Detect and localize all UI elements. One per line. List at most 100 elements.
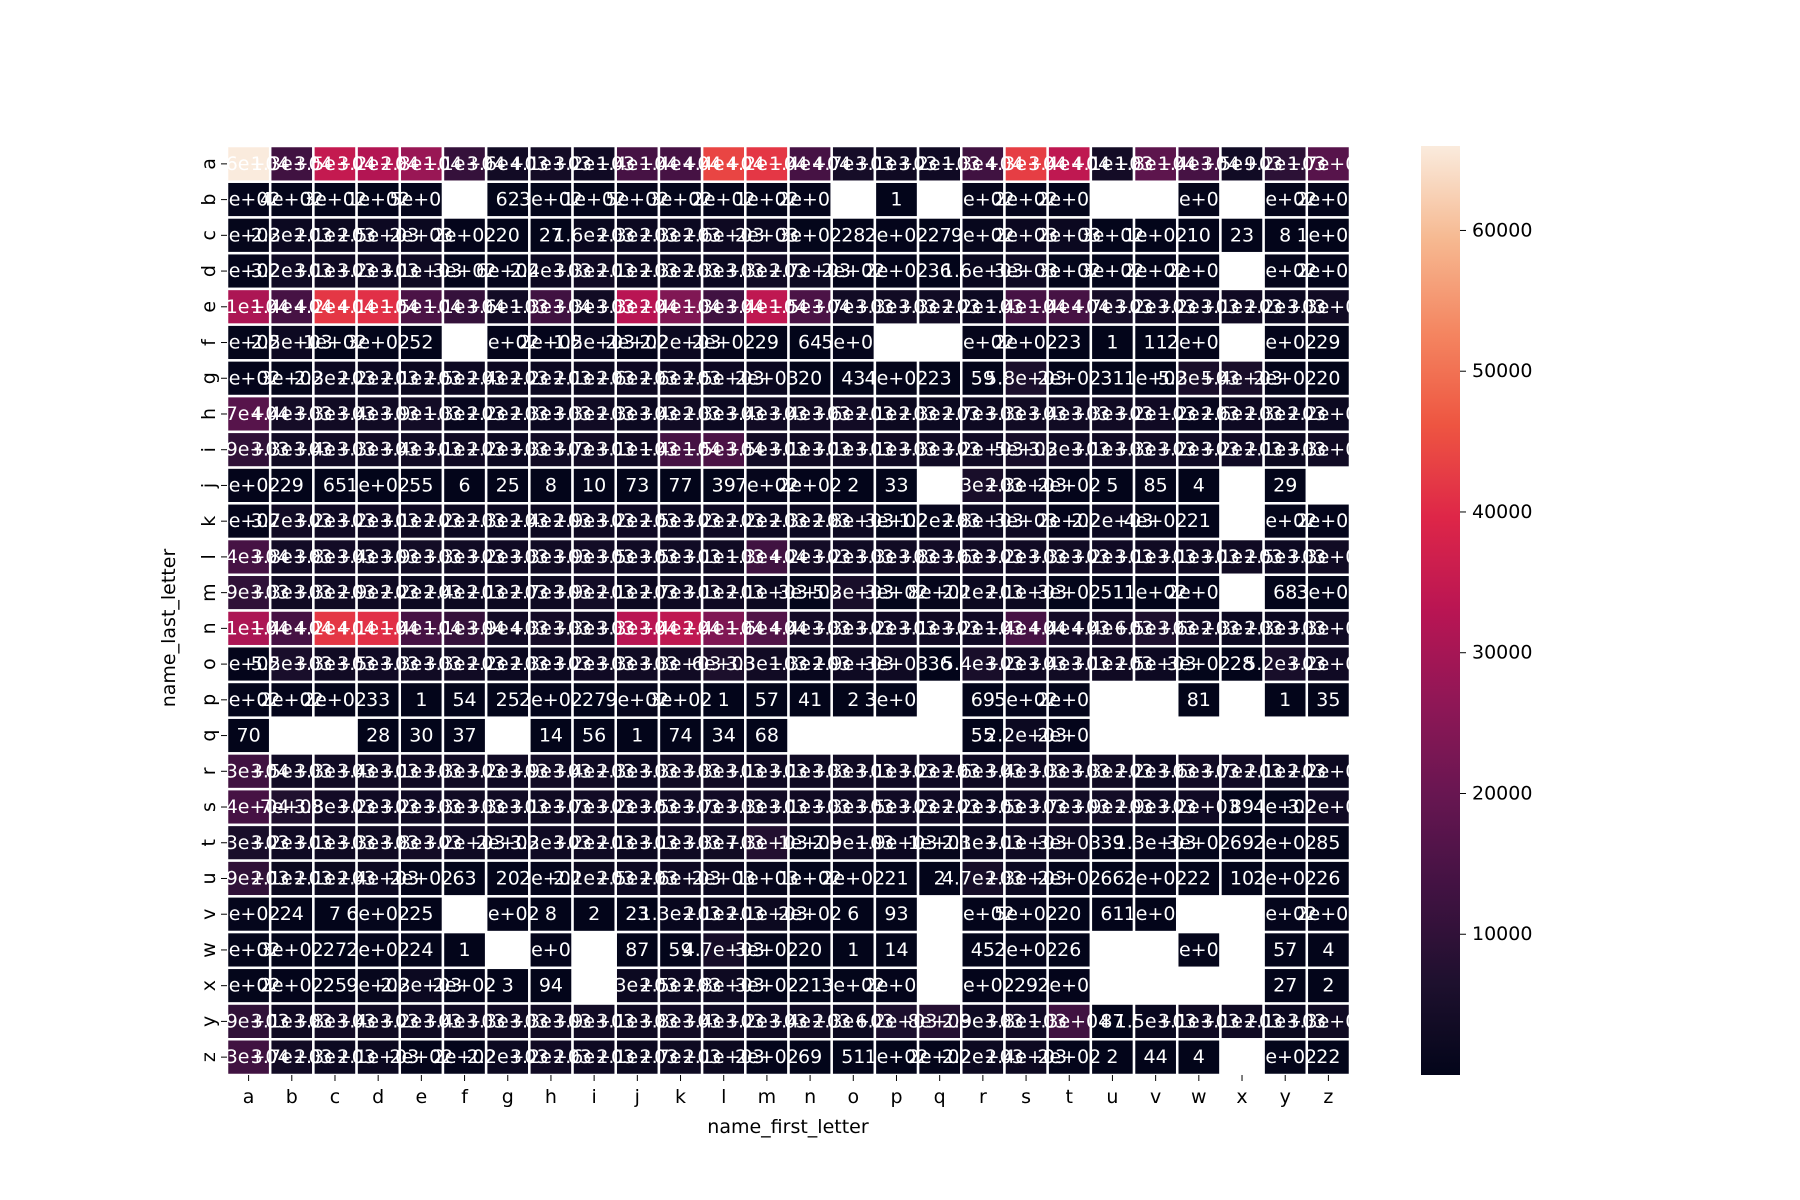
cell-annotation-q-d: 28	[366, 725, 390, 747]
y-tick-label-r: r	[198, 767, 220, 775]
heatmap-cell-h-k	[657, 394, 704, 434]
cell-annotation-t-z: 85	[1316, 832, 1340, 854]
cell-annotation-h-y: 2.3e+03	[1244, 403, 1326, 425]
cell-annotation-e-r: 2.2e+03	[942, 296, 1024, 318]
cell-annotation-l-h: 3.3e+03	[510, 546, 592, 568]
cell-annotation-x-t: 2e+02	[1037, 975, 1101, 997]
cell-annotation-c-r: 9e+02	[951, 224, 1015, 246]
heatmap-cell-e-g	[484, 287, 531, 326]
heatmap-cell-g-c	[312, 359, 358, 398]
heatmap-cell-e-f	[441, 287, 488, 326]
x-tick-label-o: o	[847, 1086, 859, 1108]
cell-annotation-d-l: 2.3e+03	[683, 260, 765, 282]
cell-annotation-k-t: 2e+02	[1037, 510, 1101, 532]
cell-annotation-r-t: 3.3e+03	[1028, 760, 1110, 782]
cell-annotation-l-r: 3.6e+03	[942, 546, 1024, 568]
x-tick-label-q: q	[934, 1086, 946, 1108]
cell-annotation-m-d: 2.9e+03	[337, 582, 419, 604]
x-tick-label-c: c	[330, 1086, 340, 1108]
cell-annotation-x-j: 2.3e+03	[596, 975, 678, 997]
heatmap-cell-u-n	[787, 859, 833, 898]
heatmap-cell-d-y	[1262, 251, 1309, 291]
heatmap-cell-w-f	[441, 930, 488, 970]
cell-annotation-m-f: 2.4e+03	[424, 582, 506, 604]
cell-annotation-n-g: 3.9e+03	[467, 617, 549, 639]
heatmap-cell-c-h	[528, 216, 574, 255]
cell-annotation-c-i: 1.6e+03	[553, 224, 635, 246]
cell-annotation-c-t: 2e+03	[1037, 224, 1101, 246]
cell-annotation-o-k: 3.3e+03	[640, 653, 722, 675]
cell-annotation-i-f: 3.1e+03	[424, 439, 506, 461]
cell-annotation-s-v: 2.9e+03	[1115, 796, 1197, 818]
cell-annotation-d-t: 3e+02	[1037, 260, 1101, 282]
heatmap-cell-m-q	[916, 573, 963, 612]
heatmap-cell-p-h	[528, 680, 574, 719]
cell-annotation-z-b: 3.7e+03	[251, 1046, 333, 1068]
heatmap-cell-p-t	[1046, 680, 1093, 719]
cell-annotation-c-j: 2.3e+03	[596, 224, 678, 246]
heatmap-cell-h-z	[1305, 394, 1352, 434]
cell-annotation-z-v: 44	[1144, 1046, 1168, 1068]
heatmap-cell-r-b	[268, 752, 315, 791]
heatmap-cell-d-i	[571, 251, 617, 291]
cell-annotation-i-c: 3.4e+03	[294, 439, 376, 461]
cell-annotation-i-r: 3.2e+03	[942, 439, 1024, 461]
heatmap-cell-v-h	[528, 895, 574, 934]
heatmap-cell-h-y	[1262, 394, 1309, 434]
cell-annotation-e-h: 1.3e+04	[510, 296, 592, 318]
heatmap-cell-s-s	[1003, 787, 1049, 827]
cell-annotation-l-c: 3.8e+03	[294, 546, 376, 568]
cell-annotation-x-l: 2.8e+03	[683, 975, 765, 997]
cell-annotation-c-f: 2e+02	[433, 224, 497, 246]
cell-annotation-l-t: 3.3e+03	[1028, 546, 1110, 568]
heatmap-cell-f-i	[571, 323, 617, 362]
cell-annotation-r-e: 3.1e+03	[380, 760, 462, 782]
cell-annotation-x-y: 27	[1273, 975, 1297, 997]
cell-annotation-f-k: 2.2e+03	[640, 332, 722, 354]
cell-annotation-o-w: 3e+02	[1167, 653, 1231, 675]
heatmap-cell-p-g	[484, 680, 531, 719]
x-tick-label-i: i	[591, 1086, 596, 1108]
heatmap-cell-x-b	[268, 966, 315, 1005]
heatmap-cell-x-d	[355, 966, 402, 1005]
heatmap-cell-r-s	[1003, 752, 1049, 791]
cell-annotation-s-n: 3.1e+03	[769, 796, 851, 818]
cell-annotation-l-z: 3.3e+03	[1287, 546, 1369, 568]
heatmap-cell-y-x	[1219, 1002, 1265, 1041]
x-tick-label-z: z	[1323, 1086, 1333, 1108]
cell-annotation-h-p: 2.1e+03	[855, 403, 937, 425]
y-tick-label-p: p	[198, 694, 220, 706]
heatmap-cell-r-f	[441, 752, 488, 791]
cell-annotation-t-o: 2.9e+03	[812, 832, 894, 854]
heatmap-cell-i-j	[614, 430, 661, 469]
heatmap-cell-q-m	[744, 716, 790, 755]
cell-annotation-n-n: 4.4e+03	[769, 617, 851, 639]
heatmap-cell-s-d	[355, 787, 402, 827]
cell-annotation-h-s: 3.3e+03	[985, 403, 1067, 425]
cell-annotation-l-q: 3.8e+03	[899, 546, 981, 568]
cell-annotation-z-l: 2.1e+03	[683, 1046, 765, 1068]
heatmap-cell-o-m	[744, 644, 790, 684]
x-tick-label-g: g	[502, 1086, 514, 1108]
cell-annotation-f-d: 3e+02	[346, 332, 410, 354]
heatmap-cell-k-w	[1175, 502, 1222, 541]
heatmap-cell-z-f	[441, 1038, 488, 1077]
cell-annotation-v-p: 93	[884, 903, 908, 925]
y-tick-label-i: i	[198, 447, 220, 452]
cell-annotation-b-j: 5e+02	[605, 189, 669, 211]
heatmap-cell-l-d	[355, 537, 402, 577]
colorbar-tick-label-20000: 20000	[1472, 782, 1532, 804]
cell-annotation-u-a: 9.9e+03	[208, 867, 290, 889]
cell-annotation-m-a: 9.9e+03	[208, 582, 290, 604]
cell-annotation-d-u: 3e+02	[1081, 260, 1145, 282]
cell-annotation-e-p: 3.3e+03	[855, 296, 937, 318]
cell-annotation-e-b: 1.4e+04	[251, 296, 333, 318]
cell-annotation-z-p: 1e+02	[865, 1046, 929, 1068]
cell-annotation-e-a: 3.1e+04	[208, 296, 290, 318]
cell-annotation-p-n: 41	[798, 689, 822, 711]
heatmap-cell-i-n	[787, 430, 833, 469]
heatmap-cell-g-w	[1175, 359, 1222, 398]
cell-annotation-j-f: 6	[459, 474, 471, 496]
cell-annotation-l-o: 3.2e+03	[812, 546, 894, 568]
y-tick-label-e: e	[198, 301, 220, 313]
